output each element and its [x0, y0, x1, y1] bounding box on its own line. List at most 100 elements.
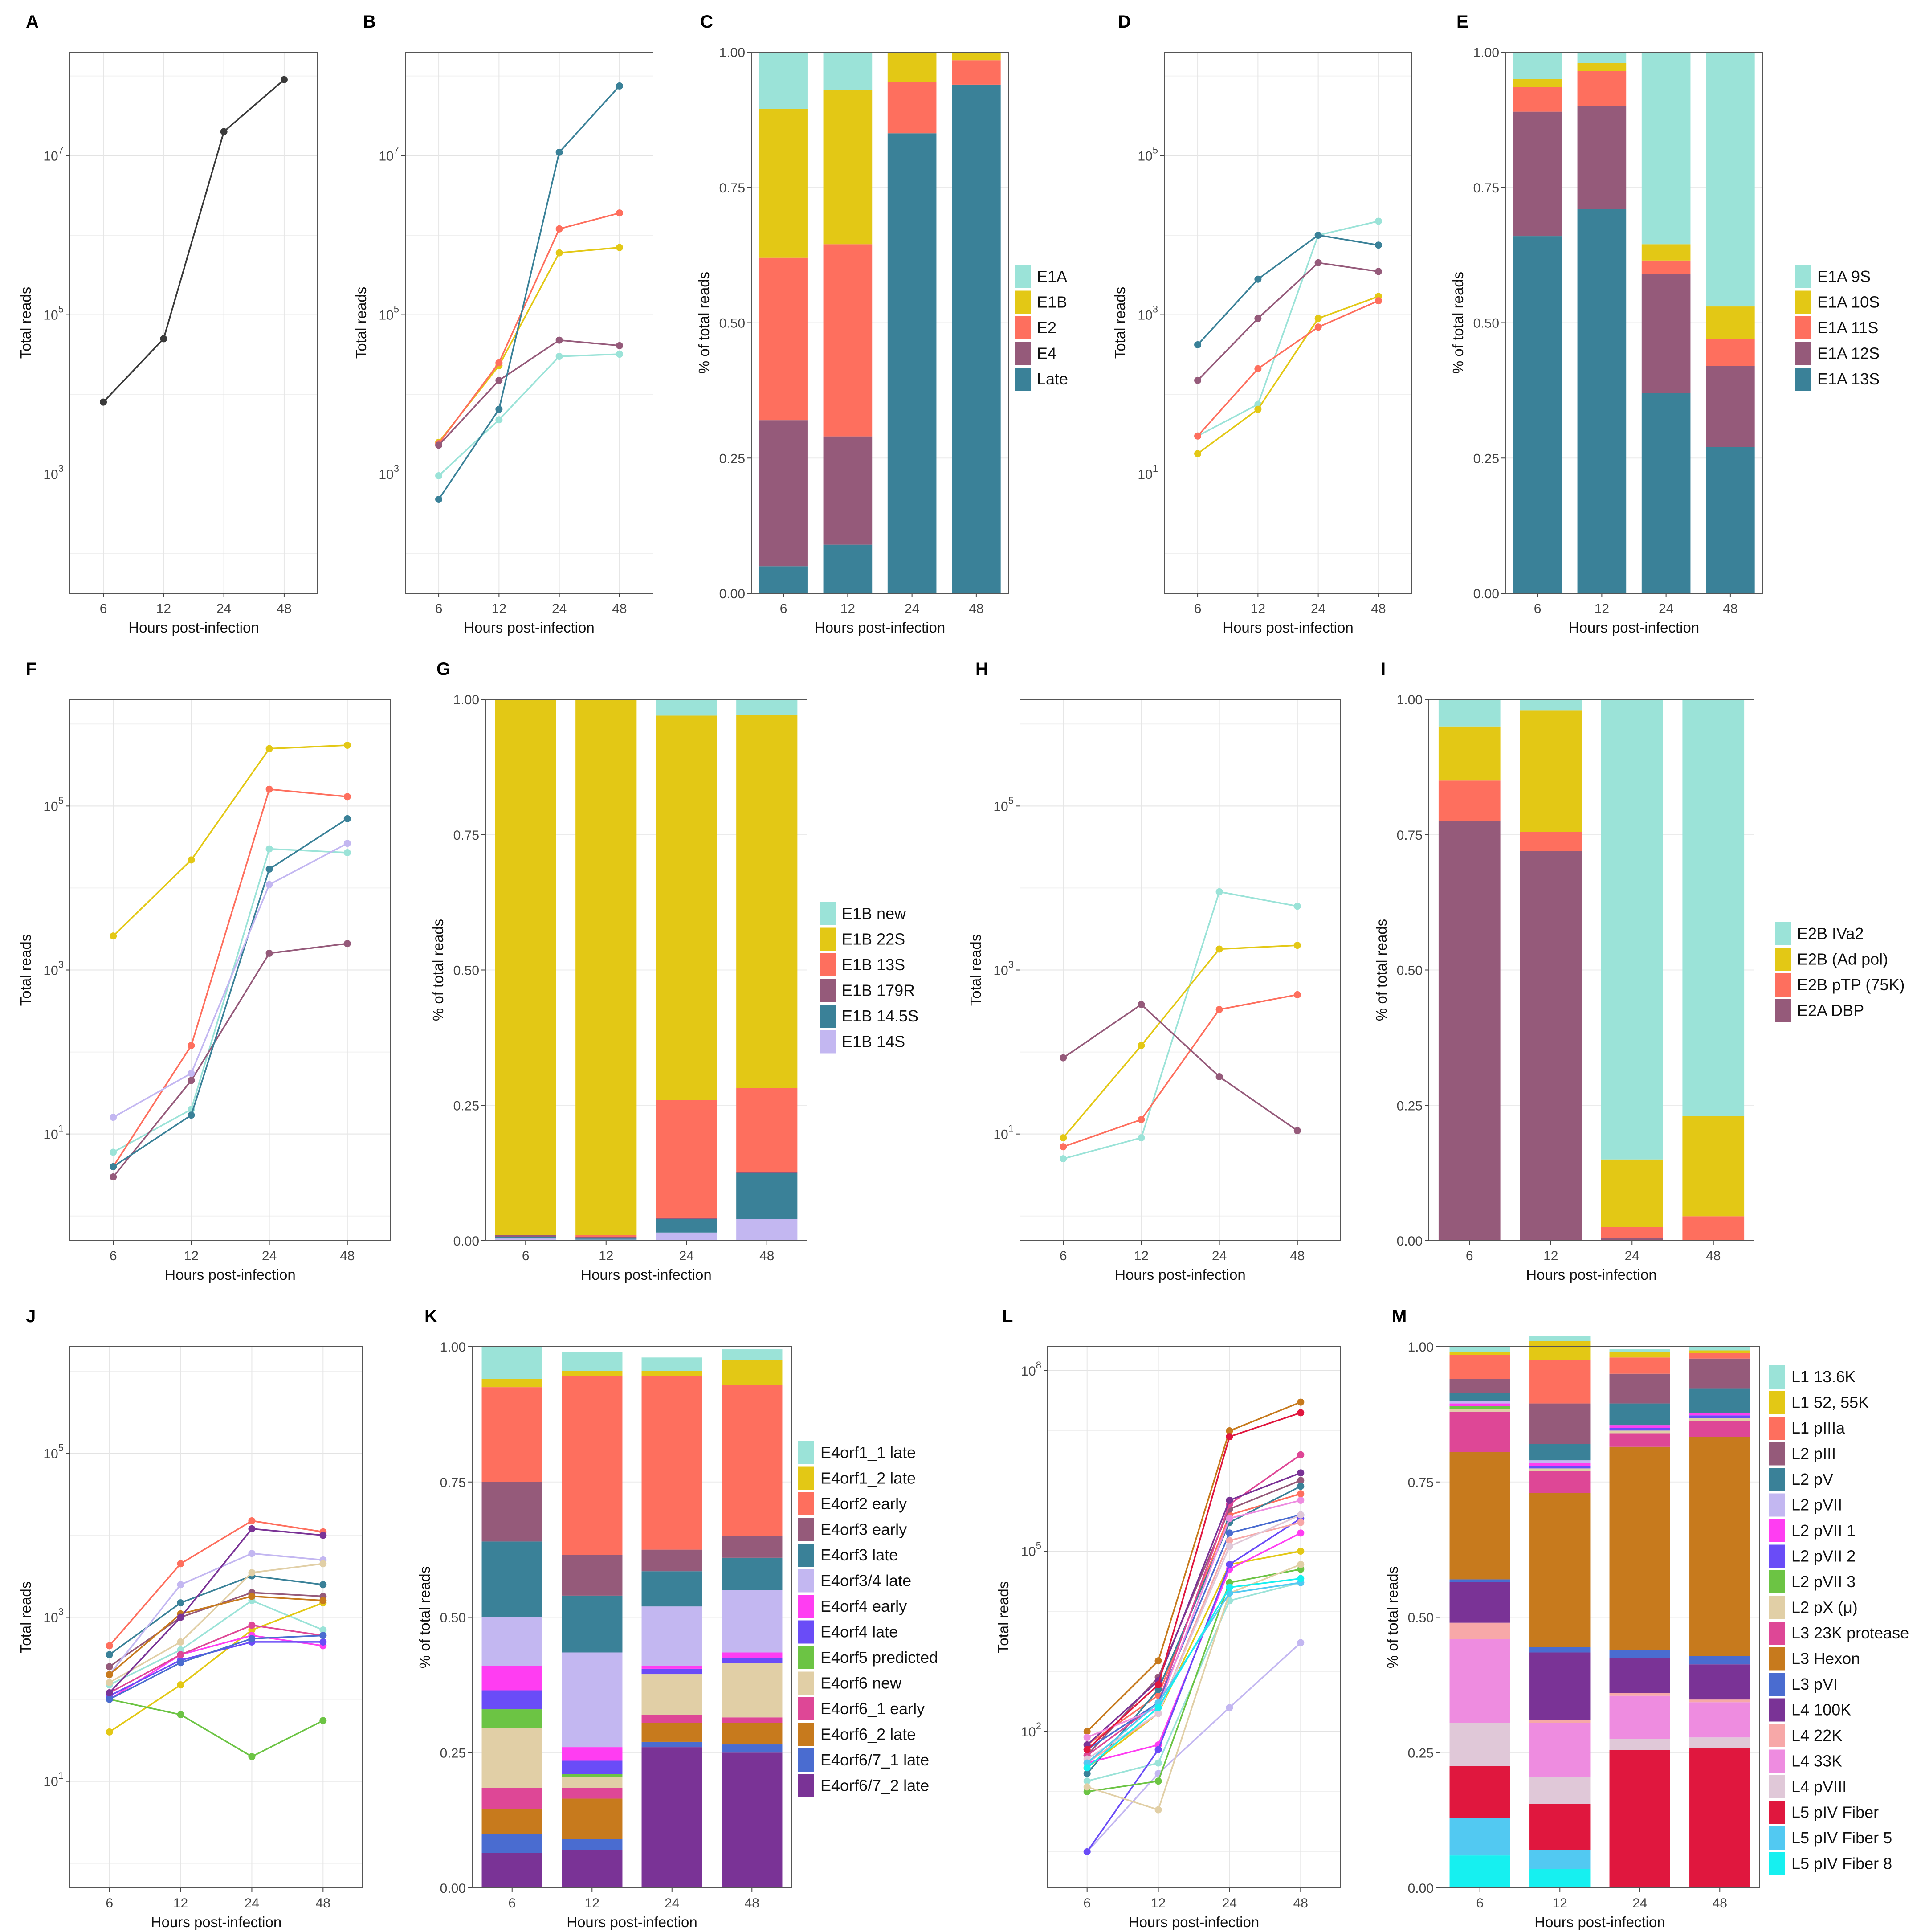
bar-segment-e1b: [759, 109, 808, 258]
data-point: [1297, 1469, 1305, 1477]
x-tick-label: 12: [1251, 601, 1265, 616]
legend-swatch: [1769, 1647, 1785, 1671]
bar-segment-e4orf4-early: [481, 1666, 542, 1691]
legend: E2B IVa2 E2B (Ad pol) E2B pTP (75K) E2A DBP: [1775, 922, 1905, 1022]
data-point: [265, 745, 273, 752]
y-tick-label: 105: [43, 795, 64, 814]
data-point: [1154, 1704, 1162, 1711]
legend: E1A E1B E2 E4 Late: [1015, 265, 1068, 391]
bar-stack-12: [575, 699, 637, 1241]
series-l2-pvii-2: [1083, 1515, 1305, 1855]
y-tick-label: 108: [1021, 1360, 1041, 1379]
y-tick-label: 1.00: [1397, 693, 1423, 707]
y-axis-label: Total reads: [17, 934, 34, 1006]
x-tick-label: 24: [1659, 601, 1673, 616]
legend-label: E4orf3 late: [820, 1546, 898, 1564]
y-axis-label: Total reads: [1112, 287, 1128, 359]
bar-segment-e2b-ad-pol: [1601, 1159, 1663, 1227]
bar-segment-e4orf6-new: [722, 1663, 783, 1718]
data-point: [1226, 1433, 1233, 1441]
bar-segment-l2-piii: [1449, 1379, 1510, 1393]
legend-item-e1b-13s: E1B 13S: [820, 953, 905, 976]
legend-label: L4 pVIII: [1791, 1777, 1847, 1796]
data-point: [100, 398, 107, 406]
data-point: [1314, 259, 1322, 266]
series-line: [109, 1624, 323, 1694]
bar-segment-l5-piv-fiber-8: [1449, 1855, 1510, 1888]
y-tick-label: 0.25: [440, 1746, 466, 1760]
data-point: [1154, 1681, 1162, 1688]
bar-segment-e1b-22s: [656, 715, 717, 1100]
data-point: [177, 1599, 184, 1607]
series-l4-33k: [1083, 1496, 1305, 1741]
legend-swatch: [798, 1723, 814, 1746]
legend-swatch: [798, 1466, 814, 1490]
legend-item-e4orf6-1-early: E4orf6_1 early: [798, 1697, 925, 1720]
data-point: [555, 353, 563, 360]
y-tick-label: 0.25: [1397, 1099, 1423, 1113]
series-line: [109, 1520, 323, 1646]
legend-label: L2 pX (μ): [1791, 1598, 1858, 1617]
bar-segment-e1a-13s: [1641, 393, 1691, 593]
panel-m: M 6 12 24 48 0.00 0.25 0.50 0.75 1.00 Hours post-i…: [1384, 1307, 1909, 1930]
legend-item-e4orf4-early: E4orf4 early: [798, 1595, 907, 1618]
y-axis-label: Total reads: [967, 934, 984, 1006]
legend-item-e4orf1-2-late: E4orf1_2 late: [798, 1466, 916, 1490]
legend-swatch: [820, 1005, 836, 1028]
bar-segment-l5-piv-fiber: [1689, 1748, 1750, 1888]
data-point: [1297, 1575, 1305, 1582]
data-point: [110, 1173, 117, 1180]
series-line: [1197, 234, 1379, 346]
legend-item-l5-piv-fiber: L5 pIV Fiber: [1769, 1801, 1879, 1824]
x-axis-label: Hours post-infection: [1569, 619, 1699, 636]
legend-swatch: [1769, 1775, 1785, 1798]
bar-segment-l3-23k-protease: [1529, 1471, 1591, 1493]
data-point: [1297, 1451, 1305, 1458]
bar-segment-e4orf2-early: [641, 1376, 702, 1550]
bar-segment-e2b-ad-pol: [1682, 1116, 1745, 1217]
legend-item-e4: E4: [1015, 342, 1056, 365]
legend-swatch: [1015, 265, 1031, 288]
bar-stack-12: [1520, 699, 1582, 1241]
bar-stack-6: [1438, 699, 1501, 1241]
x-tick-label: 12: [1134, 1249, 1149, 1263]
data-point: [1215, 888, 1223, 895]
data-point: [1226, 1560, 1233, 1568]
bar-stack-6: [1449, 1347, 1510, 1888]
legend-item-e2b-ptp-75k: E2B pTP (75K): [1775, 973, 1905, 997]
bar-stack-6: [481, 1347, 542, 1888]
x-axis-label: Hours post-infection: [165, 1266, 295, 1283]
bar-segment-l4-pviii: [1449, 1723, 1510, 1766]
y-tick-label: 0.25: [1408, 1746, 1434, 1760]
data-point: [1083, 1783, 1091, 1791]
legend-label: E1B new: [842, 904, 906, 923]
x-tick-label: 6: [780, 601, 787, 616]
data-point: [188, 856, 195, 864]
legend-label: E4orf6_2 late: [820, 1725, 916, 1744]
legend-label: L1 52, 55K: [1791, 1393, 1869, 1412]
data-point: [1226, 1584, 1233, 1591]
series-line: [1086, 1642, 1301, 1853]
series-line: [1086, 1412, 1301, 1750]
legend-item-late: Late: [1015, 368, 1068, 391]
x-axis-label: Hours post-infection: [567, 1914, 697, 1930]
series-line: [109, 1599, 323, 1686]
y-tick-label: 0.25: [1473, 451, 1499, 466]
bar-segment-l4-pviii: [1609, 1739, 1670, 1750]
y-tick-label: 0.00: [1408, 1881, 1434, 1896]
bar-segment-l1-piiia: [1689, 1353, 1750, 1359]
legend-label: E1A 9S: [1817, 267, 1871, 286]
series-line: [1197, 262, 1379, 381]
y-tick-label: 0.00: [440, 1881, 466, 1896]
x-axis-label: Hours post-infection: [1526, 1266, 1656, 1283]
data-point: [343, 840, 351, 847]
series-line: [109, 1563, 323, 1683]
series-e1b-14s: [110, 840, 351, 1121]
data-point: [319, 1638, 327, 1646]
bar-segment-e2b-iva2: [1682, 699, 1745, 1116]
bar-segment-e4orf3-early: [722, 1536, 783, 1558]
bar-segment-e4orf4-late: [562, 1760, 623, 1774]
data-point: [1154, 1710, 1162, 1717]
bar-segment-e2b-ad-pol: [1438, 726, 1501, 781]
y-tick-label: 0.75: [1397, 828, 1423, 843]
